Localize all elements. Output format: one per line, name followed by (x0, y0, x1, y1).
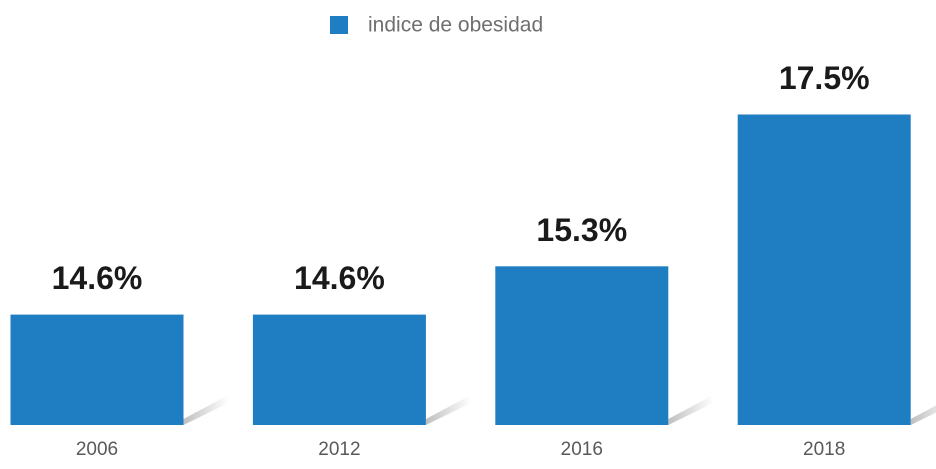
bar-shadow (183, 395, 229, 425)
value-label: 17.5% (779, 60, 870, 96)
bar (737, 114, 911, 425)
x-tick-label: 2016 (561, 439, 603, 460)
x-tick-label: 2006 (76, 439, 118, 460)
value-label: 14.6% (294, 260, 385, 296)
bar (495, 266, 669, 425)
value-label: 14.6% (52, 260, 143, 296)
bar (252, 314, 426, 425)
x-tick-label: 2018 (803, 439, 845, 460)
value-label: 15.3% (536, 212, 627, 248)
bar (10, 314, 184, 425)
x-tick-label: 2012 (318, 439, 360, 460)
bar-shadow (910, 405, 936, 425)
bar-shadow (425, 395, 471, 425)
legend-swatch (330, 16, 348, 34)
legend-label: indice de obesidad (368, 14, 543, 37)
bar-shadow (668, 395, 714, 425)
